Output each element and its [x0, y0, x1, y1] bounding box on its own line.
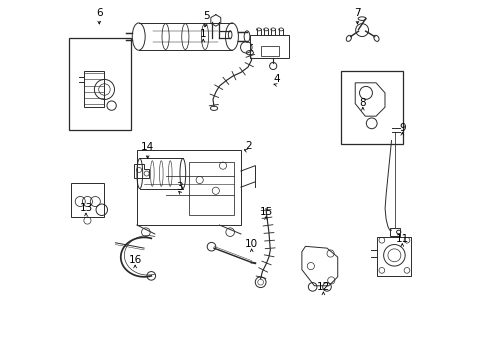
- Text: 14: 14: [141, 143, 154, 152]
- Text: 13: 13: [79, 203, 92, 213]
- Bar: [84, 71, 104, 107]
- Bar: [260, 45, 278, 56]
- Bar: [71, 183, 103, 217]
- Bar: [69, 39, 131, 130]
- Bar: [376, 237, 410, 276]
- Text: 4: 4: [273, 74, 280, 84]
- Text: 16: 16: [128, 255, 142, 265]
- Text: 8: 8: [359, 98, 366, 108]
- Text: 9: 9: [398, 123, 405, 133]
- Bar: [137, 150, 241, 225]
- Text: 2: 2: [244, 141, 251, 150]
- Bar: [340, 71, 403, 144]
- Text: 7: 7: [353, 8, 360, 18]
- Text: 3: 3: [176, 182, 183, 192]
- Text: 15: 15: [259, 207, 272, 217]
- Bar: [188, 162, 233, 215]
- Text: 5: 5: [203, 12, 210, 22]
- Text: 11: 11: [395, 234, 408, 244]
- Bar: [389, 228, 399, 235]
- Text: 12: 12: [316, 282, 329, 292]
- Text: 1: 1: [200, 30, 206, 40]
- Text: 10: 10: [244, 239, 258, 249]
- Text: 6: 6: [96, 8, 102, 18]
- Bar: [249, 35, 289, 58]
